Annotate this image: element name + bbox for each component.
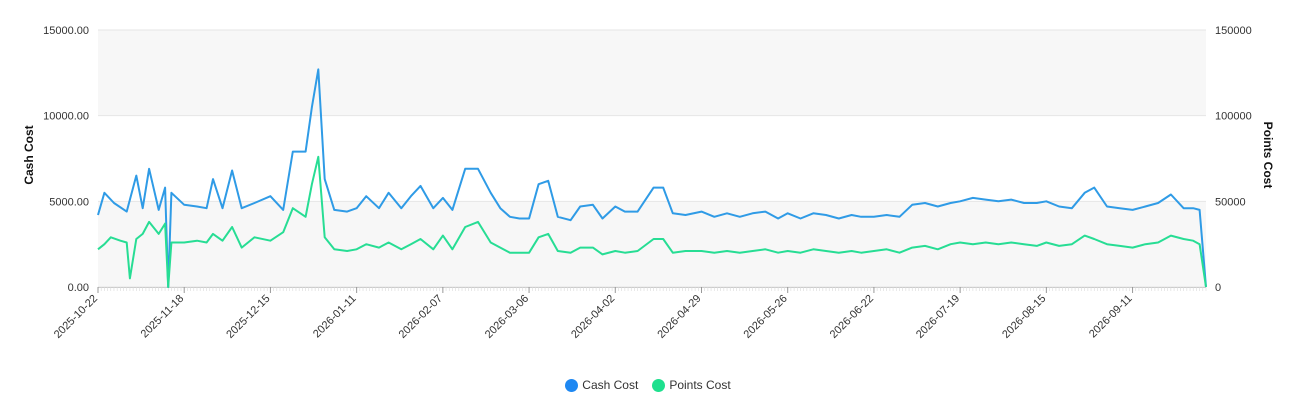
- legend-item-cash-cost[interactable]: Cash Cost: [565, 378, 638, 392]
- y-axis-left-title: Cash Cost: [22, 125, 36, 184]
- legend-item-points-cost[interactable]: Points Cost: [652, 378, 731, 392]
- x-tick-label: 2026-08-15: [1000, 293, 1048, 341]
- plot-band: [98, 115, 1206, 202]
- y-left-tick-label: 5000.00: [49, 196, 89, 208]
- legend-dot-points-cost: [652, 378, 666, 392]
- x-tick-label: 2025-12-15: [224, 293, 272, 341]
- legend-label-cash-cost: Cash Cost: [582, 378, 639, 392]
- x-tick-label: 2026-02-07: [397, 293, 445, 341]
- legend-dot-cash-cost: [565, 378, 579, 392]
- x-tick-label: 2026-04-29: [655, 293, 703, 341]
- plot-band: [98, 30, 1206, 116]
- legend-label-points-cost: Points Cost: [669, 378, 731, 392]
- x-tick-label: 2026-04-02: [569, 293, 617, 341]
- x-tick-label: 2026-07-19: [914, 293, 962, 341]
- x-tick-label: 2026-01-11: [311, 293, 359, 341]
- x-tick-label: 2026-06-22: [828, 293, 876, 341]
- y-right-tick-label: 100000: [1215, 111, 1252, 123]
- series-lines: [97, 68, 1207, 288]
- y-left-tick-label: 15000.00: [43, 25, 89, 37]
- plot-background: [98, 30, 1206, 287]
- y-axis-right: 0 50000 100000 150000: [1215, 25, 1252, 294]
- y-left-tick-label: 10000.00: [43, 111, 89, 123]
- x-tick-label: 2025-10-22: [52, 293, 100, 341]
- x-tick-label: 2026-05-26: [742, 293, 790, 341]
- y-axis-right-title: Points Cost: [1261, 122, 1275, 189]
- x-tick-label: 2026-09-11: [1087, 293, 1135, 341]
- y-axis-left: 0.00 5000.00 10000.00 15000.00: [43, 25, 89, 294]
- x-tick-label: 2025-11-18: [139, 293, 187, 341]
- y-right-tick-label: 150000: [1215, 25, 1252, 37]
- y-right-tick-label: 50000: [1215, 196, 1246, 208]
- series-line-points-cost: [97, 155, 1207, 288]
- legend: Cash Cost Points Cost: [0, 378, 1296, 392]
- cash-points-line-chart: 2025-10-22 2025-11-18 2025-12-15 2026-01-11…: [22, 25, 1275, 341]
- y-right-tick-label: 0: [1215, 282, 1221, 294]
- series-line-cash-cost: [97, 68, 1207, 288]
- x-axis: 2025-10-22 2025-11-18 2025-12-15 2026-01-11…: [52, 287, 1207, 341]
- x-tick-label: 2026-03-06: [483, 293, 531, 341]
- y-left-tick-label: 0.00: [68, 282, 89, 294]
